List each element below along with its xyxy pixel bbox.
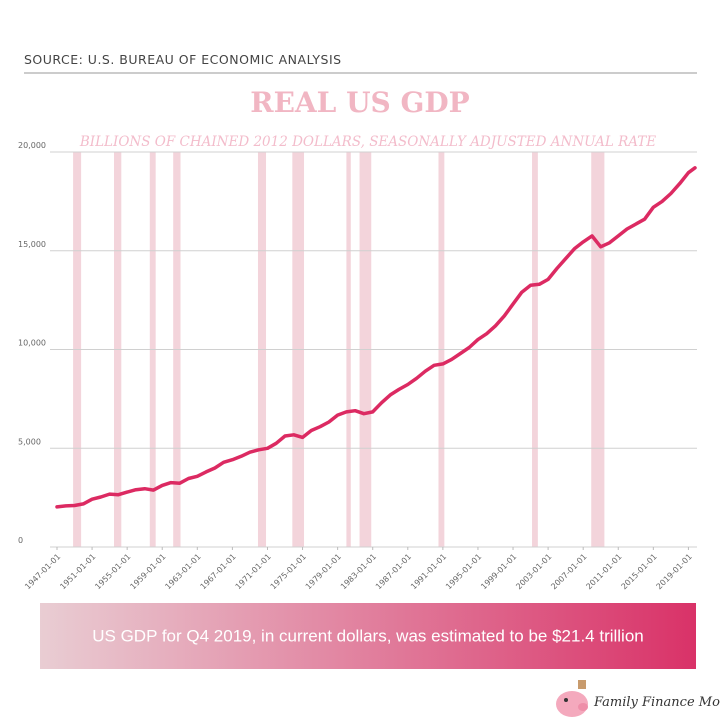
y-tick-label: 0: [18, 536, 23, 545]
x-tick-label: 2015-01-01: [620, 552, 659, 591]
banner: [40, 603, 696, 669]
x-tick-label: 1951-01-01: [58, 552, 97, 591]
chart-title: REAL US GDP: [250, 86, 469, 119]
chart-subtitle: BILLIONS OF CHAINED 2012 DOLLARS, SEASON…: [79, 134, 656, 150]
banner-text: US GDP for Q4 2019, in current dollars, …: [92, 626, 644, 645]
x-tick-label: 1963-01-01: [163, 552, 202, 591]
x-tick-label: 2019-01-01: [655, 552, 694, 591]
source: SOURCE: U.S. BUREAU OF ECONOMIC ANALYSIS: [24, 52, 342, 67]
x-tick-label: 2011-01-01: [584, 552, 623, 591]
y-tick-label: 20,000: [18, 141, 46, 150]
x-tick-label: 1971-01-01: [234, 552, 273, 591]
plot-area: 0 5,000 10,000 15,000 20,000 1947-01-011951-0…: [18, 141, 697, 591]
y-tick-label: 5,000: [18, 437, 41, 446]
gdp-line: [55, 166, 697, 509]
y-tick-label: 10,000: [18, 339, 46, 348]
logo-text: Family Finance Mom: [593, 695, 720, 710]
x-tick-label: 1987-01-01: [374, 552, 413, 591]
x-tick-label: 1999-01-01: [479, 552, 518, 591]
logo-icon: [556, 680, 588, 717]
x-tick-label: 1955-01-01: [93, 552, 132, 591]
x-tick-label: 1967-01-01: [199, 552, 238, 591]
x-tick-label: 1991-01-01: [409, 552, 448, 591]
x-tick-label: 1959-01-01: [128, 552, 167, 591]
x-tick-label: 2003-01-01: [514, 552, 553, 591]
x-tick-label: 1975-01-01: [269, 552, 308, 591]
y-tick-label: 15,000: [18, 240, 46, 249]
x-tick-label: 1983-01-01: [339, 552, 378, 591]
x-tick-label: 1995-01-01: [444, 552, 483, 591]
x-tick-label: 1979-01-01: [304, 552, 343, 591]
x-tick-label: 2007-01-01: [549, 552, 588, 591]
x-tick-label: 1947-01-01: [23, 552, 62, 591]
